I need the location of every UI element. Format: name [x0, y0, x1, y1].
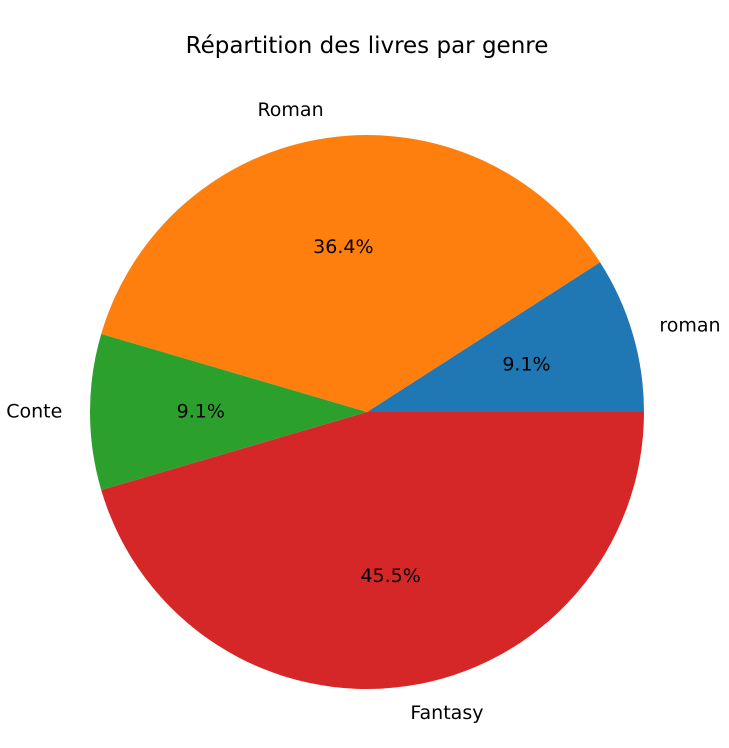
pie-slice-roman-1 [101, 135, 601, 412]
chart-title: Répartition des livres par genre [186, 33, 549, 59]
slice-percent-roman-0: 9.1% [502, 354, 550, 376]
pie-labels: roman 9.1% Roman 36.4% Conte 9.1% Fantasy 45.5% [6, 99, 720, 724]
slice-label-fantasy-3: Fantasy [410, 702, 483, 724]
slice-percent-conte-2: 9.1% [177, 401, 225, 423]
slice-label-roman-0: roman [659, 315, 720, 337]
pie-slices [89, 135, 644, 689]
slice-percent-fantasy-3: 45.5% [360, 565, 420, 587]
slice-label-roman-1: Roman [257, 99, 323, 121]
pie-slice-conte-2 [89, 333, 367, 491]
pie-slice-fantasy-3 [101, 412, 644, 689]
slice-label-conte-2: Conte [6, 401, 62, 423]
pie-slice-roman-0 [367, 262, 644, 412]
slice-percent-roman-1: 36.4% [313, 236, 373, 258]
